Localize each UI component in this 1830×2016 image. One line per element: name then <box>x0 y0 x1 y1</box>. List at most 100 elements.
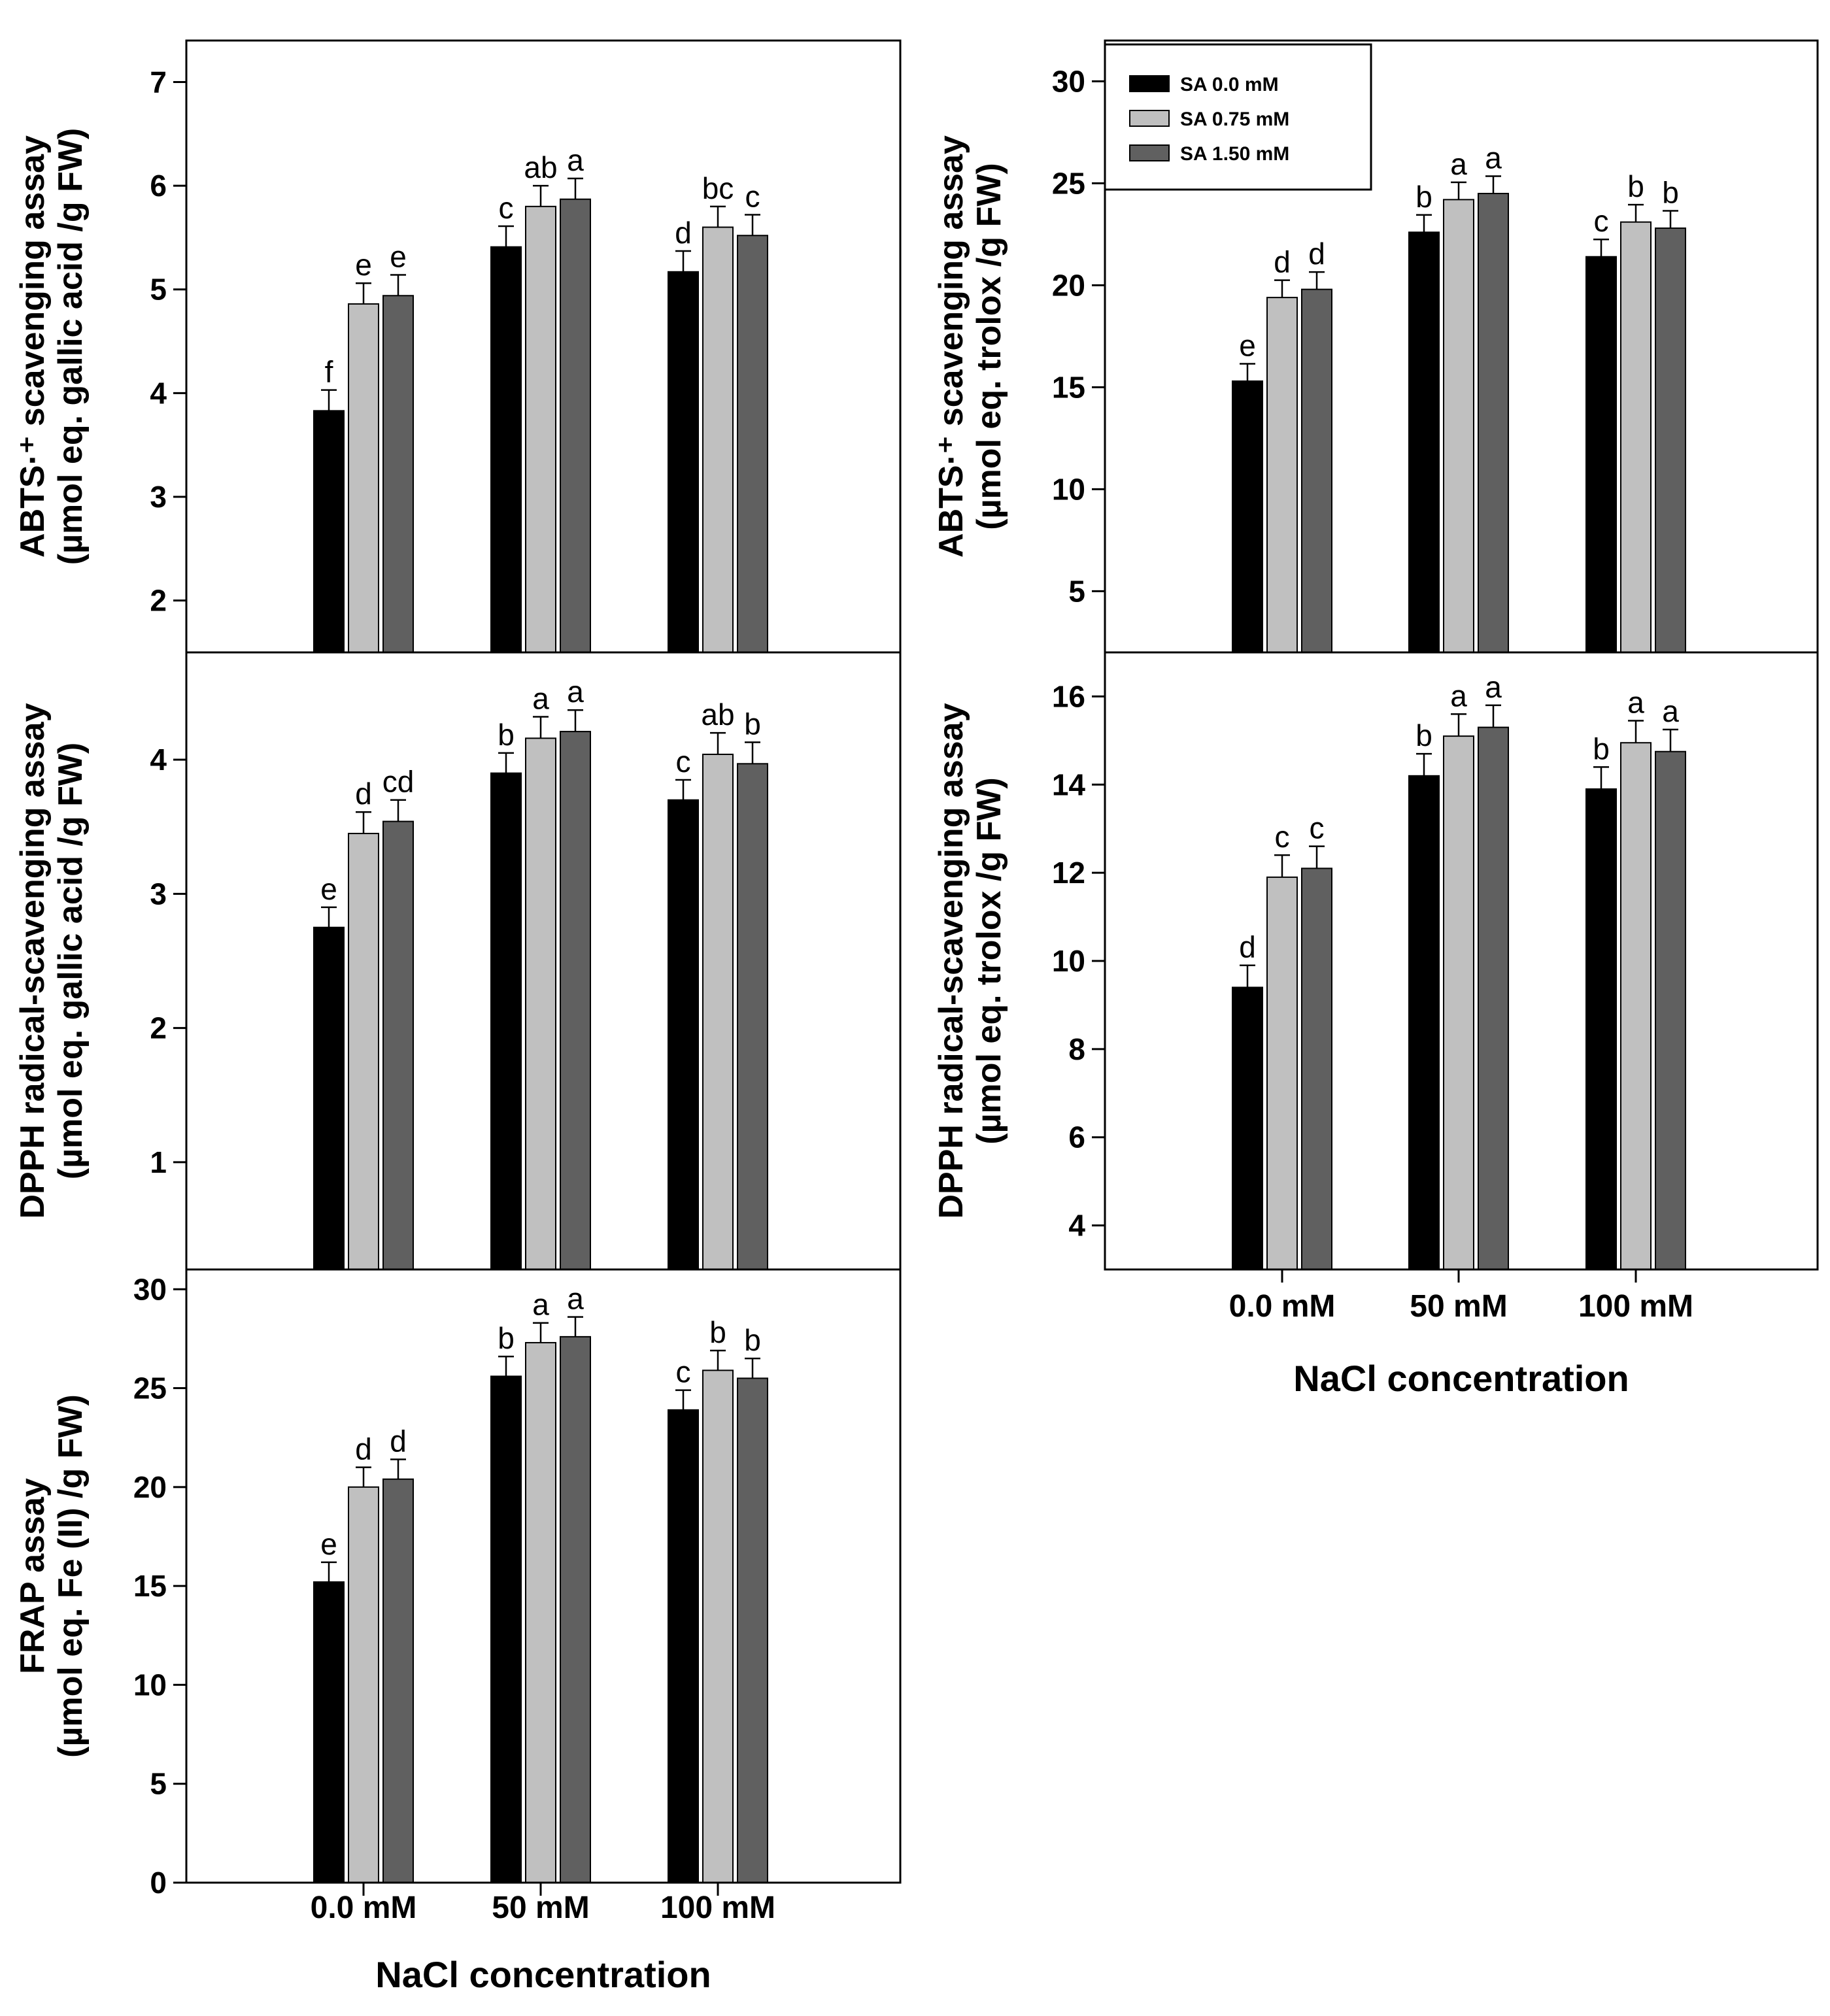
bar-frap-s0-c0 <box>313 1581 345 1883</box>
y-tick-label-dpph-gallic-3: 3 <box>150 877 167 911</box>
legend-swatch-sa-075 <box>1129 110 1170 127</box>
bar-abts-trolox-s0-c0 <box>1232 380 1263 653</box>
bar-frap-s1-c2 <box>702 1369 734 1884</box>
sig-label-dpph-gallic-s2-c2: b <box>744 707 761 741</box>
bar-dpph-trolox-s1-c2 <box>1620 742 1652 1270</box>
bar-frap-s1-c0 <box>348 1486 379 1883</box>
sig-label-dpph-gallic-s2-c0: cd <box>382 765 415 799</box>
sig-label-abts-gallic-s1-c1: ab <box>524 150 557 184</box>
bar-abts-gallic-s0-c0 <box>313 410 345 653</box>
sig-label-frap-s1-c0: d <box>355 1432 372 1466</box>
bar-abts-gallic-s0-c2 <box>668 271 699 654</box>
y-tick-label-dpph-trolox-8: 8 <box>1068 1032 1085 1066</box>
sig-label-frap-s2-c1: a <box>567 1282 584 1316</box>
bar-dpph-gallic-s0-c2 <box>668 799 699 1270</box>
sig-label-frap-s0-c2: c <box>676 1355 691 1389</box>
y-axis-subtitle-dpph-gallic: (µmol eq. gallic acid /g FW) <box>52 743 90 1179</box>
y-tick-label-abts-gallic-2: 2 <box>150 584 167 618</box>
bar-abts-gallic-s2-c0 <box>382 295 414 653</box>
bar-dpph-trolox-s0-c0 <box>1232 986 1263 1270</box>
bar-abts-trolox-s2-c0 <box>1301 288 1332 653</box>
legend: SA 0.0 mM SA 0.75 mM SA 1.50 mM <box>1104 43 1372 191</box>
bar-abts-gallic-s1-c0 <box>348 303 379 653</box>
y-tick-label-dpph-trolox-4: 4 <box>1068 1209 1085 1243</box>
y-tick-label-dpph-trolox-12: 12 <box>1052 856 1085 890</box>
bar-dpph-gallic-s1-c1 <box>525 737 556 1270</box>
bar-frap-s2-c2 <box>737 1377 768 1884</box>
y-tick-label-abts-trolox-5: 5 <box>1068 574 1085 608</box>
sig-label-abts-trolox-s1-c2: b <box>1627 169 1644 203</box>
bar-abts-trolox-s0-c1 <box>1408 231 1440 653</box>
bar-dpph-trolox-s1-c1 <box>1443 735 1474 1270</box>
sig-label-dpph-gallic-s0-c0: e <box>320 872 337 906</box>
bar-dpph-trolox-s2-c2 <box>1655 750 1686 1270</box>
x-category-label-frap-2: 100 mM <box>660 1890 775 1925</box>
bar-dpph-gallic-s0-c0 <box>313 926 345 1270</box>
y-tick-label-dpph-gallic-1: 1 <box>150 1145 167 1179</box>
x-category-label-frap-1: 50 mM <box>492 1890 589 1925</box>
sig-label-dpph-gallic-s0-c1: b <box>498 718 515 752</box>
bar-dpph-gallic-s2-c2 <box>737 763 768 1270</box>
bar-abts-trolox-s2-c2 <box>1655 227 1686 654</box>
y-tick-label-frap-5: 5 <box>150 1767 167 1801</box>
bar-abts-gallic-s2-c2 <box>737 235 768 653</box>
sig-label-dpph-trolox-s1-c2: a <box>1627 686 1644 720</box>
sig-label-frap-s2-c0: d <box>390 1424 407 1458</box>
sig-label-dpph-trolox-s2-c0: c <box>1310 811 1325 845</box>
sig-label-frap-s1-c1: a <box>532 1288 549 1322</box>
sig-label-abts-gallic-s1-c0: e <box>355 248 372 282</box>
sig-label-dpph-trolox-s2-c2: a <box>1662 694 1679 728</box>
bar-frap-s1-c1 <box>525 1341 556 1883</box>
bar-dpph-trolox-s1-c0 <box>1266 876 1298 1270</box>
y-tick-label-abts-gallic-4: 4 <box>150 376 167 410</box>
sig-label-abts-trolox-s1-c1: a <box>1450 147 1467 181</box>
y-tick-label-frap-15: 15 <box>133 1569 167 1603</box>
y-tick-label-abts-gallic-6: 6 <box>150 169 167 203</box>
sig-label-abts-trolox-s1-c0: d <box>1274 245 1291 279</box>
y-axis-subtitle-dpph-trolox: (µmol eq. trolox /g FW) <box>970 777 1008 1144</box>
sig-label-abts-trolox-s0-c1: b <box>1415 180 1432 214</box>
y-tick-label-frap-0: 0 <box>150 1866 167 1900</box>
x-axis-title-dpph-trolox: NaCl concentration <box>1293 1358 1629 1399</box>
sig-label-abts-trolox-s2-c1: a <box>1485 141 1502 175</box>
sig-label-dpph-trolox-s1-c1: a <box>1450 679 1467 713</box>
sig-label-abts-gallic-s2-c0: e <box>390 240 407 274</box>
sig-label-abts-gallic-s0-c2: d <box>675 216 692 250</box>
y-tick-label-abts-gallic-5: 5 <box>150 273 167 307</box>
sig-label-dpph-trolox-s1-c0: c <box>1275 820 1290 854</box>
bar-dpph-gallic-s2-c0 <box>382 820 414 1270</box>
bar-abts-trolox-s2-c1 <box>1478 193 1509 653</box>
sig-label-dpph-trolox-s0-c1: b <box>1415 718 1432 752</box>
bar-abts-trolox-s1-c1 <box>1443 199 1474 653</box>
sig-label-frap-s2-c2: b <box>744 1323 761 1357</box>
x-category-label-frap-0: 0.0 mM <box>311 1890 417 1925</box>
sig-label-abts-gallic-s2-c2: c <box>745 180 760 214</box>
x-axis-title-frap: NaCl concentration <box>375 1954 711 1995</box>
bar-dpph-trolox-s0-c1 <box>1408 775 1440 1271</box>
bar-frap-s0-c2 <box>668 1409 699 1883</box>
sig-label-frap-s1-c2: b <box>709 1315 726 1349</box>
sig-label-dpph-gallic-s1-c2: ab <box>701 697 734 731</box>
y-tick-label-abts-trolox-10: 10 <box>1052 472 1085 506</box>
bar-abts-trolox-s1-c2 <box>1620 221 1652 653</box>
bar-dpph-trolox-s0-c2 <box>1585 788 1617 1270</box>
legend-swatch-sa-150 <box>1129 144 1170 161</box>
y-tick-label-abts-trolox-30: 30 <box>1052 64 1085 98</box>
sig-label-dpph-gallic-s0-c2: c <box>676 745 691 779</box>
y-tick-label-frap-30: 30 <box>133 1272 167 1306</box>
y-axis-subtitle-abts-trolox: (µmol eq. trolox /g FW) <box>970 163 1008 529</box>
y-tick-label-abts-trolox-25: 25 <box>1052 166 1085 200</box>
sig-label-abts-trolox-s2-c0: d <box>1308 237 1325 271</box>
y-tick-label-dpph-trolox-14: 14 <box>1052 767 1086 801</box>
y-tick-label-abts-trolox-20: 20 <box>1052 268 1085 302</box>
x-category-label-dpph-trolox-0: 0.0 mM <box>1229 1289 1336 1324</box>
y-axis-title-abts-trolox: ABTS·⁺ scavenging assay <box>932 135 970 558</box>
bar-dpph-trolox-s2-c0 <box>1301 867 1332 1270</box>
sig-label-dpph-gallic-s2-c1: a <box>567 675 584 709</box>
y-axis-title-frap: FRAP assay <box>14 1478 52 1674</box>
